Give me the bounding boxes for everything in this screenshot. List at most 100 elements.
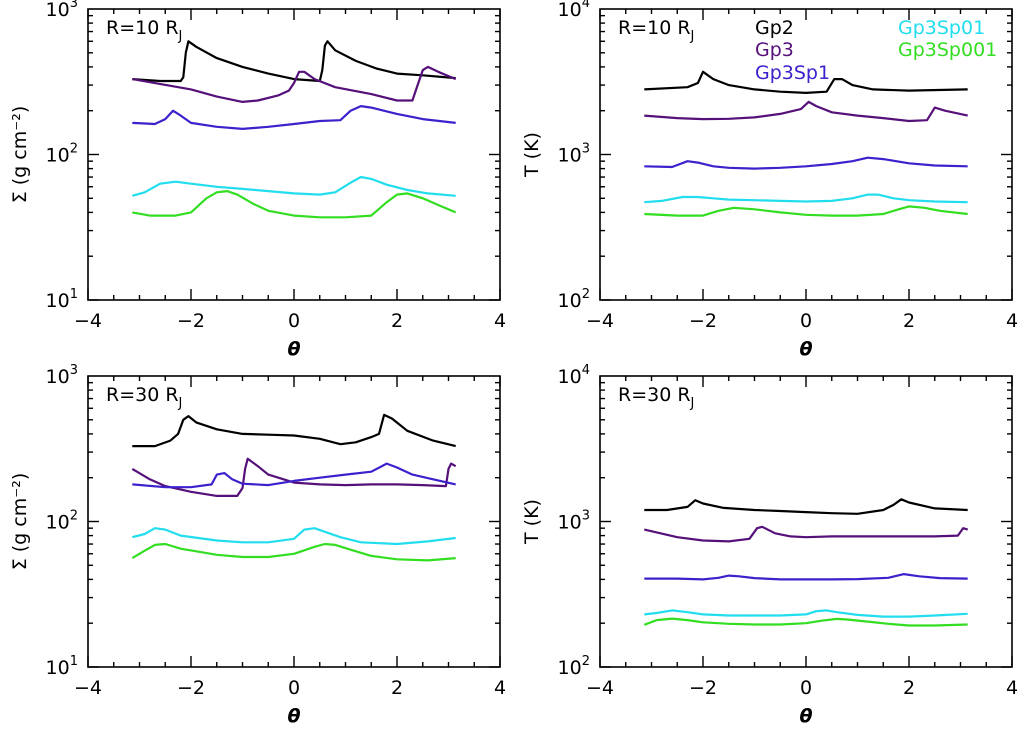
x-tick-label: −4	[586, 677, 614, 699]
y-tick-base: 10	[558, 657, 582, 679]
x-tick-label: 0	[800, 677, 812, 699]
series-line-gp3sp1	[644, 573, 968, 581]
series-line-gp3	[644, 525, 969, 543]
legend-entry-gp2: Gp2	[755, 17, 794, 39]
x-tick-label: 0	[288, 310, 300, 332]
series-line-gp3sp001	[132, 190, 457, 219]
x-tick-label: −2	[177, 677, 205, 699]
y-tick-base: 10	[558, 145, 582, 167]
y-tick-label: 103	[46, 363, 78, 388]
radius-annotation-sub: J	[178, 396, 183, 411]
series-line-gp3	[131, 457, 457, 497]
radius-annotation-main: R=30 R	[106, 384, 179, 406]
series-line-gp3sp01	[644, 193, 968, 204]
series-line-gp3sp1	[644, 156, 968, 170]
y-tick-label: 102	[46, 509, 78, 534]
series-line-gp3sp001	[643, 617, 968, 627]
legend-entry-gp3sp1: Gp3Sp1	[755, 62, 830, 84]
x-tick-label: −4	[586, 310, 614, 332]
y-axis-label: Σ (g cm⁻²)	[9, 106, 31, 204]
y-tick-base: 10	[46, 512, 70, 534]
radius-annotation-main: R=10 R	[106, 17, 179, 39]
plot-frame	[87, 375, 501, 668]
x-tick-label: −4	[74, 310, 102, 332]
series-line-gp3sp01	[132, 175, 456, 197]
series-line-gp2	[132, 40, 456, 83]
y-tick-exponent: 2	[582, 287, 590, 302]
x-tick-label: 4	[494, 677, 506, 699]
y-tick-exponent: 1	[70, 287, 78, 302]
y-tick-base: 10	[46, 290, 70, 312]
y-axis-label: Σ (g cm⁻²)	[9, 473, 31, 571]
radius-annotation-main: R=10 R	[618, 17, 691, 39]
series-line-gp3sp01	[644, 609, 968, 618]
y-tick-label: 101	[46, 654, 78, 679]
y-tick-label: 103	[558, 142, 590, 167]
y-tick-label: 103	[558, 509, 590, 534]
x-axis-label: θ	[287, 705, 300, 727]
y-tick-base: 10	[558, 366, 582, 388]
radius-annotation-sub: J	[178, 29, 183, 44]
y-tick-base: 10	[46, 657, 70, 679]
y-tick-label: 101	[46, 287, 78, 312]
radius-annotation: R=10 RJ	[106, 17, 182, 44]
x-axis-label: θ	[799, 705, 812, 727]
x-tick-label: 2	[903, 677, 915, 699]
legend-entry-gp3sp001: Gp3Sp001	[898, 39, 997, 61]
x-tick-label: 0	[800, 310, 812, 332]
x-tick-label: −2	[689, 310, 717, 332]
series-line-gp3sp001	[131, 542, 456, 562]
x-tick-label: 4	[494, 310, 506, 332]
y-axis-label: T (K)	[521, 132, 543, 178]
y-tick-exponent: 3	[70, 363, 78, 378]
series-line-gp3sp01	[132, 527, 456, 546]
series-line-gp2	[644, 498, 968, 515]
y-tick-exponent: 3	[70, 0, 78, 11]
x-tick-label: 2	[391, 310, 403, 332]
series-line-gp3sp1	[132, 105, 456, 130]
x-tick-label: 2	[391, 677, 403, 699]
y-tick-base: 10	[558, 0, 582, 21]
y-tick-label: 102	[558, 287, 590, 312]
x-axis-label: θ	[799, 338, 812, 360]
radius-annotation-sub: J	[690, 396, 695, 411]
x-axis-label: θ	[287, 338, 300, 360]
y-tick-label: 104	[558, 0, 590, 21]
plot-frame	[87, 8, 501, 301]
radius-annotation-main: R=30 R	[618, 384, 691, 406]
y-tick-exponent: 3	[582, 509, 590, 524]
legend-entry-gp3: Gp3	[755, 39, 794, 61]
y-tick-label: 102	[46, 142, 78, 167]
y-tick-exponent: 4	[582, 363, 590, 378]
y-tick-base: 10	[46, 366, 70, 388]
x-tick-label: 4	[1006, 677, 1018, 699]
series-line-gp3sp1	[132, 462, 456, 489]
series-line-gp3sp001	[644, 205, 968, 217]
y-tick-exponent: 2	[70, 142, 78, 157]
y-tick-base: 10	[46, 145, 70, 167]
y-tick-label: 102	[558, 654, 590, 679]
x-tick-label: −2	[177, 310, 205, 332]
radius-annotation: R=30 RJ	[618, 384, 694, 411]
y-tick-label: 103	[46, 0, 78, 21]
y-tick-exponent: 2	[70, 509, 78, 524]
radius-annotation-sub: J	[690, 29, 695, 44]
x-tick-label: −2	[689, 677, 717, 699]
series-line-gp2	[644, 70, 968, 94]
x-tick-label: 4	[1006, 310, 1018, 332]
y-tick-label: 104	[558, 363, 590, 388]
x-tick-label: −4	[74, 677, 102, 699]
legend-entry-gp3sp01: Gp3Sp01	[898, 17, 985, 39]
series-line-gp3	[132, 65, 457, 103]
y-axis-label: T (K)	[521, 499, 543, 545]
radius-annotation: R=30 RJ	[106, 384, 182, 411]
y-tick-exponent: 3	[582, 142, 590, 157]
x-tick-label: 0	[288, 677, 300, 699]
y-tick-exponent: 1	[70, 654, 78, 669]
y-tick-exponent: 2	[582, 654, 590, 669]
